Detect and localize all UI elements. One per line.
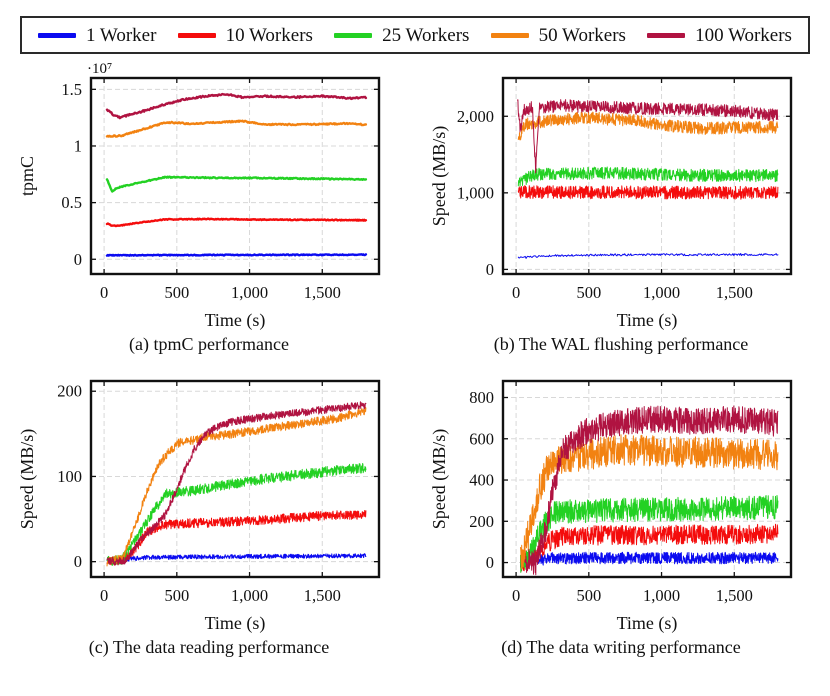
plot-border — [501, 379, 793, 579]
y-axis-label: Speed (MB/s) — [17, 429, 38, 530]
series-line-100-workers — [106, 401, 367, 566]
legend-swatch-icon — [647, 32, 686, 38]
chart-data-writing: 0 500 1,000 1,500 0 200 400 600 800 Time (s) Speed… — [418, 365, 824, 658]
y-tick-label: 200 — [57, 382, 82, 401]
series-line-10-workers — [105, 217, 368, 228]
y-tick-label: 1.5 — [61, 80, 82, 99]
series-line-50-workers — [106, 406, 367, 567]
x-tick-label: 1,000 — [231, 586, 268, 605]
series-line-25-workers — [520, 495, 779, 573]
chart-data-reading-caption: (c) The data reading performance — [88, 637, 330, 657]
x-tick-label: 500 — [576, 283, 601, 302]
x-tick-label: 500 — [164, 586, 189, 605]
y-axis-label: tpmC — [17, 156, 37, 196]
x-tick-label: 500 — [576, 586, 601, 605]
series-line-100-workers — [105, 92, 368, 120]
chart-data-reading-canvas: 0 500 1,000 1,500 0 100 200 Time (s) Speed (MB/s… — [9, 365, 409, 637]
chart-wal-flushing-canvas: 0 500 1,000 1,500 0 1,000 2,000 Time (s) Speed (… — [421, 62, 821, 334]
legend-swatch-icon — [334, 32, 373, 38]
y-tick-label: 2,000 — [457, 107, 494, 126]
chart-data-writing-canvas: 0 500 1,000 1,500 0 200 400 600 800 Time (s) Speed… — [421, 365, 821, 637]
y-axis-label: Speed (MB/s) — [429, 429, 450, 530]
y-tick-label: 1,000 — [457, 183, 494, 202]
charts-grid: 0 500 1,000 1,500 0 0.5 1 1.5 Time (s) tpmC ·10⁷ (… — [6, 62, 824, 658]
legend-item-label: 1 Worker — [86, 24, 157, 46]
chart-data-reading: 0 500 1,000 1,500 0 100 200 Time (s) Speed (MB/s… — [6, 365, 412, 658]
chart-svg-b: 0 500 1,000 1,500 0 1,000 2,000 Time (s) Speed (… — [429, 76, 793, 331]
series-line-10-workers — [517, 185, 779, 200]
y-tick-label: 0 — [486, 260, 494, 279]
y-tick-label: 0.5 — [61, 193, 82, 212]
series-line-1-worker — [105, 253, 368, 257]
legend-item-25-workers: 25 Workers — [334, 26, 469, 45]
y-tick-label: 800 — [469, 388, 494, 407]
x-tick-label: 0 — [512, 283, 520, 302]
series-line-100-workers — [517, 99, 779, 174]
chart-svg-a: 0 500 1,000 1,500 0 0.5 1 1.5 Time (s) tpmC ·10⁷ — [17, 62, 381, 331]
series-line-25-workers — [106, 463, 367, 566]
y-tick-label: 200 — [469, 512, 494, 531]
legend-swatch-icon — [177, 32, 216, 38]
x-axis-label: Time (s) — [617, 613, 678, 634]
chart-wal-flushing: 0 500 1,000 1,500 0 1,000 2,000 Time (s) Speed (… — [418, 62, 824, 355]
plot-border — [89, 379, 381, 579]
legend-item-label: 10 Workers — [225, 24, 313, 46]
x-axis-label: Time (s) — [205, 613, 266, 634]
legend: 1 Worker 10 Workers 25 Workers 50 Workers 10… — [20, 16, 810, 54]
legend-swatch-icon — [38, 32, 76, 38]
plot-border — [501, 76, 793, 276]
x-tick-label: 0 — [512, 586, 520, 605]
chart-svg-c: 0 500 1,000 1,500 0 100 200 Time (s) Speed (MB/s… — [17, 379, 381, 634]
chart-wal-flushing-caption: (b) The WAL flushing performance — [493, 334, 749, 354]
y-tick-label: 400 — [469, 471, 494, 490]
y-axis-label: Speed (MB/s) — [429, 126, 450, 227]
series-line-1-worker — [106, 553, 367, 564]
y-tick-label: 0 — [74, 552, 82, 571]
x-tick-label: 1,500 — [716, 586, 753, 605]
series-line-25-workers — [105, 175, 368, 193]
x-tick-label: 1,000 — [643, 586, 680, 605]
y-tick-label: 1 — [74, 136, 82, 155]
y-axis-scale-label: ·10⁷ — [87, 62, 112, 77]
chart-tpmc-canvas: 0 500 1,000 1,500 0 0.5 1 1.5 Time (s) tpmC ·10⁷ — [9, 62, 409, 334]
x-tick-label: 1,500 — [716, 283, 753, 302]
legend-item-50-workers: 50 Workers — [490, 24, 626, 46]
x-tick-label: 1,000 — [643, 283, 680, 302]
y-tick-label: 600 — [469, 429, 494, 448]
y-tick-label: 0 — [74, 250, 82, 269]
x-axis-label: Time (s) — [617, 310, 678, 331]
legend-item-10-workers: 10 Workers — [177, 24, 313, 46]
y-tick-label: 0 — [486, 553, 494, 572]
x-tick-label: 1,500 — [304, 283, 341, 302]
series-line-50-workers — [520, 434, 779, 570]
series-line-10-workers — [520, 523, 779, 572]
plot-border — [89, 76, 381, 276]
series-line-50-workers — [105, 119, 368, 138]
x-axis-label: Time (s) — [205, 310, 266, 331]
series-line-100-workers — [524, 405, 779, 576]
y-tick-label: 100 — [57, 467, 82, 486]
x-tick-label: 1,500 — [304, 586, 341, 605]
series-line-25-workers — [517, 166, 779, 187]
series-line-1-worker — [517, 253, 779, 259]
series-line-1-worker — [520, 551, 779, 568]
x-tick-label: 0 — [100, 586, 108, 605]
series-line-50-workers — [517, 111, 779, 141]
legend-swatch-icon — [490, 32, 529, 38]
x-tick-label: 0 — [100, 283, 108, 302]
x-tick-label: 1,000 — [231, 283, 268, 302]
chart-tpmc: 0 500 1,000 1,500 0 0.5 1 1.5 Time (s) tpmC ·10⁷ (… — [6, 62, 412, 355]
x-tick-label: 500 — [164, 283, 189, 302]
legend-item-label: 50 Workers — [538, 24, 626, 46]
chart-data-writing-caption: (d) The data writing performance — [501, 637, 741, 657]
legend-item-label: 25 Workers — [382, 24, 470, 46]
legend-item-100-workers: 100 Workers — [647, 26, 792, 45]
chart-svg-d: 0 500 1,000 1,500 0 200 400 600 800 Time (s) Speed… — [429, 379, 793, 634]
legend-item-label: 100 Workers — [695, 24, 792, 46]
chart-tpmc-caption: (a) tpmC performance — [129, 334, 289, 354]
legend-item-1-worker: 1 Worker — [38, 26, 156, 45]
